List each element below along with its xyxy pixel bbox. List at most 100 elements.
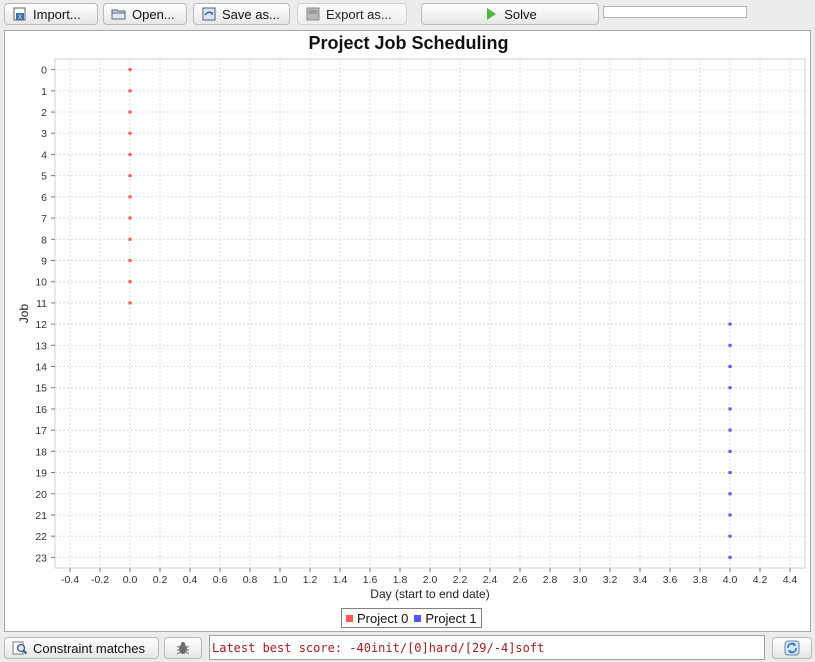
- x-tick-label: 2.8: [543, 574, 558, 586]
- y-tick-label: 6: [41, 192, 47, 204]
- x-tick-label: 3.6: [663, 574, 678, 586]
- chart-title: Project Job Scheduling: [308, 33, 509, 53]
- data-point-1: [728, 534, 732, 538]
- x-tick-label: 2.0: [423, 574, 438, 586]
- data-point-1: [728, 407, 732, 411]
- y-tick-label: 22: [35, 531, 47, 543]
- y-tick-label: 23: [35, 552, 47, 564]
- y-tick-label: 12: [35, 319, 47, 331]
- x-tick-label: 0.2: [153, 574, 168, 586]
- score-status: Latest best score: -40init/[0]hard/[29/-…: [209, 635, 765, 660]
- play-icon: [483, 6, 499, 22]
- x-tick-label: 1.8: [393, 574, 408, 586]
- refresh-button[interactable]: [772, 637, 812, 659]
- y-tick-label: 10: [35, 277, 47, 289]
- x-tick-label: 1.6: [363, 574, 378, 586]
- progress-bar: [603, 6, 747, 18]
- solve-label: Solve: [504, 6, 537, 22]
- data-point-1: [728, 492, 732, 496]
- y-tick-label: 2: [41, 107, 47, 119]
- open-button[interactable]: Open...: [103, 3, 187, 25]
- y-tick-label: 15: [35, 383, 47, 395]
- data-point-1: [728, 322, 732, 326]
- open-label: Open...: [132, 6, 175, 22]
- data-point-1: [728, 343, 732, 347]
- legend-label: Project 1: [425, 610, 477, 626]
- legend-label: Project 0: [357, 610, 409, 626]
- bug-button[interactable]: [164, 637, 202, 659]
- data-point-0: [128, 110, 132, 114]
- data-point-1: [728, 513, 732, 517]
- solve-button[interactable]: Solve: [421, 3, 599, 25]
- chart-panel: Project Job Scheduling -0.4 -0.2 0.0 0.2 0.4…: [4, 30, 811, 632]
- magnifier-icon: [12, 640, 28, 656]
- save-icon: [201, 6, 217, 22]
- x-tick-label: 0.4: [183, 574, 198, 586]
- data-point-1: [728, 428, 732, 432]
- export-icon: [305, 6, 321, 22]
- data-point-0: [128, 237, 132, 241]
- x-tick-label: -0.4: [61, 574, 79, 586]
- save-as-button[interactable]: Save as...: [193, 3, 290, 25]
- legend-swatch: [346, 614, 353, 622]
- y-tick-label: 1: [41, 86, 47, 98]
- import-icon: X: [12, 6, 28, 22]
- x-tick-label: 3.8: [693, 574, 708, 586]
- data-point-0: [128, 131, 132, 135]
- x-tick-label: 0.0: [123, 574, 138, 586]
- legend-item-project-1: Project 1: [414, 610, 477, 626]
- data-point-0: [128, 68, 132, 72]
- data-point-0: [128, 280, 132, 284]
- y-tick-label: 18: [35, 446, 47, 458]
- x-tick-label: 4.2: [753, 574, 768, 586]
- y-tick-label: 5: [41, 171, 47, 183]
- y-tick-label: 8: [41, 234, 47, 246]
- export-as-button[interactable]: Export as...: [297, 3, 407, 25]
- y-tick-label: 0: [41, 65, 47, 77]
- data-point-1: [728, 449, 732, 453]
- y-tick-label: 16: [35, 404, 47, 416]
- x-tick-label: 4.0: [723, 574, 738, 586]
- data-point-0: [128, 89, 132, 93]
- import-button[interactable]: X Import...: [4, 3, 98, 25]
- data-point-1: [728, 555, 732, 559]
- y-tick-label: 4: [41, 149, 47, 161]
- y-tick-label: 9: [41, 255, 47, 267]
- x-axis-label: Day (start to end date): [370, 587, 489, 601]
- data-point-1: [728, 365, 732, 369]
- x-tick-label: 0.8: [243, 574, 258, 586]
- y-tick-label: 7: [41, 213, 47, 225]
- y-tick-label: 3: [41, 128, 47, 140]
- y-axis-label: Job: [17, 304, 31, 324]
- x-tick-label: 2.4: [483, 574, 498, 586]
- data-point-0: [128, 258, 132, 262]
- bug-icon: [175, 640, 191, 656]
- x-tick-label: 3.2: [603, 574, 618, 586]
- y-tick-label: 13: [35, 340, 47, 352]
- save-as-label: Save as...: [222, 6, 280, 22]
- refresh-icon: [784, 640, 800, 656]
- legend: Project 0 Project 1: [341, 608, 482, 628]
- constraint-matches-label: Constraint matches: [33, 640, 145, 656]
- x-tick-label: 2.2: [453, 574, 468, 586]
- scatter-chart: -0.4 -0.2 0.0 0.2 0.4 0.6 0.8 1.0 1.2 1.4 1.6 1.8 2.…: [17, 58, 806, 601]
- import-label: Import...: [33, 6, 81, 22]
- x-tick-label: 2.6: [513, 574, 528, 586]
- data-point-0: [128, 216, 132, 220]
- data-point-1: [728, 471, 732, 475]
- x-tick-label: 1.4: [333, 574, 348, 586]
- x-tick-label: 4.4: [783, 574, 798, 586]
- x-tick-label: 0.6: [213, 574, 228, 586]
- data-point-0: [128, 152, 132, 156]
- y-tick-label: 20: [35, 489, 47, 501]
- x-tick-label: 1.2: [303, 574, 318, 586]
- constraint-matches-button[interactable]: Constraint matches: [4, 637, 159, 659]
- x-tick-label: 1.0: [273, 574, 288, 586]
- data-point-1: [728, 386, 732, 390]
- y-tick-label: 19: [35, 468, 47, 480]
- x-tick-label: 3.4: [633, 574, 648, 586]
- data-point-0: [128, 301, 132, 305]
- data-point-0: [128, 195, 132, 199]
- y-tick-label: 14: [35, 362, 47, 374]
- folder-icon: [111, 6, 127, 22]
